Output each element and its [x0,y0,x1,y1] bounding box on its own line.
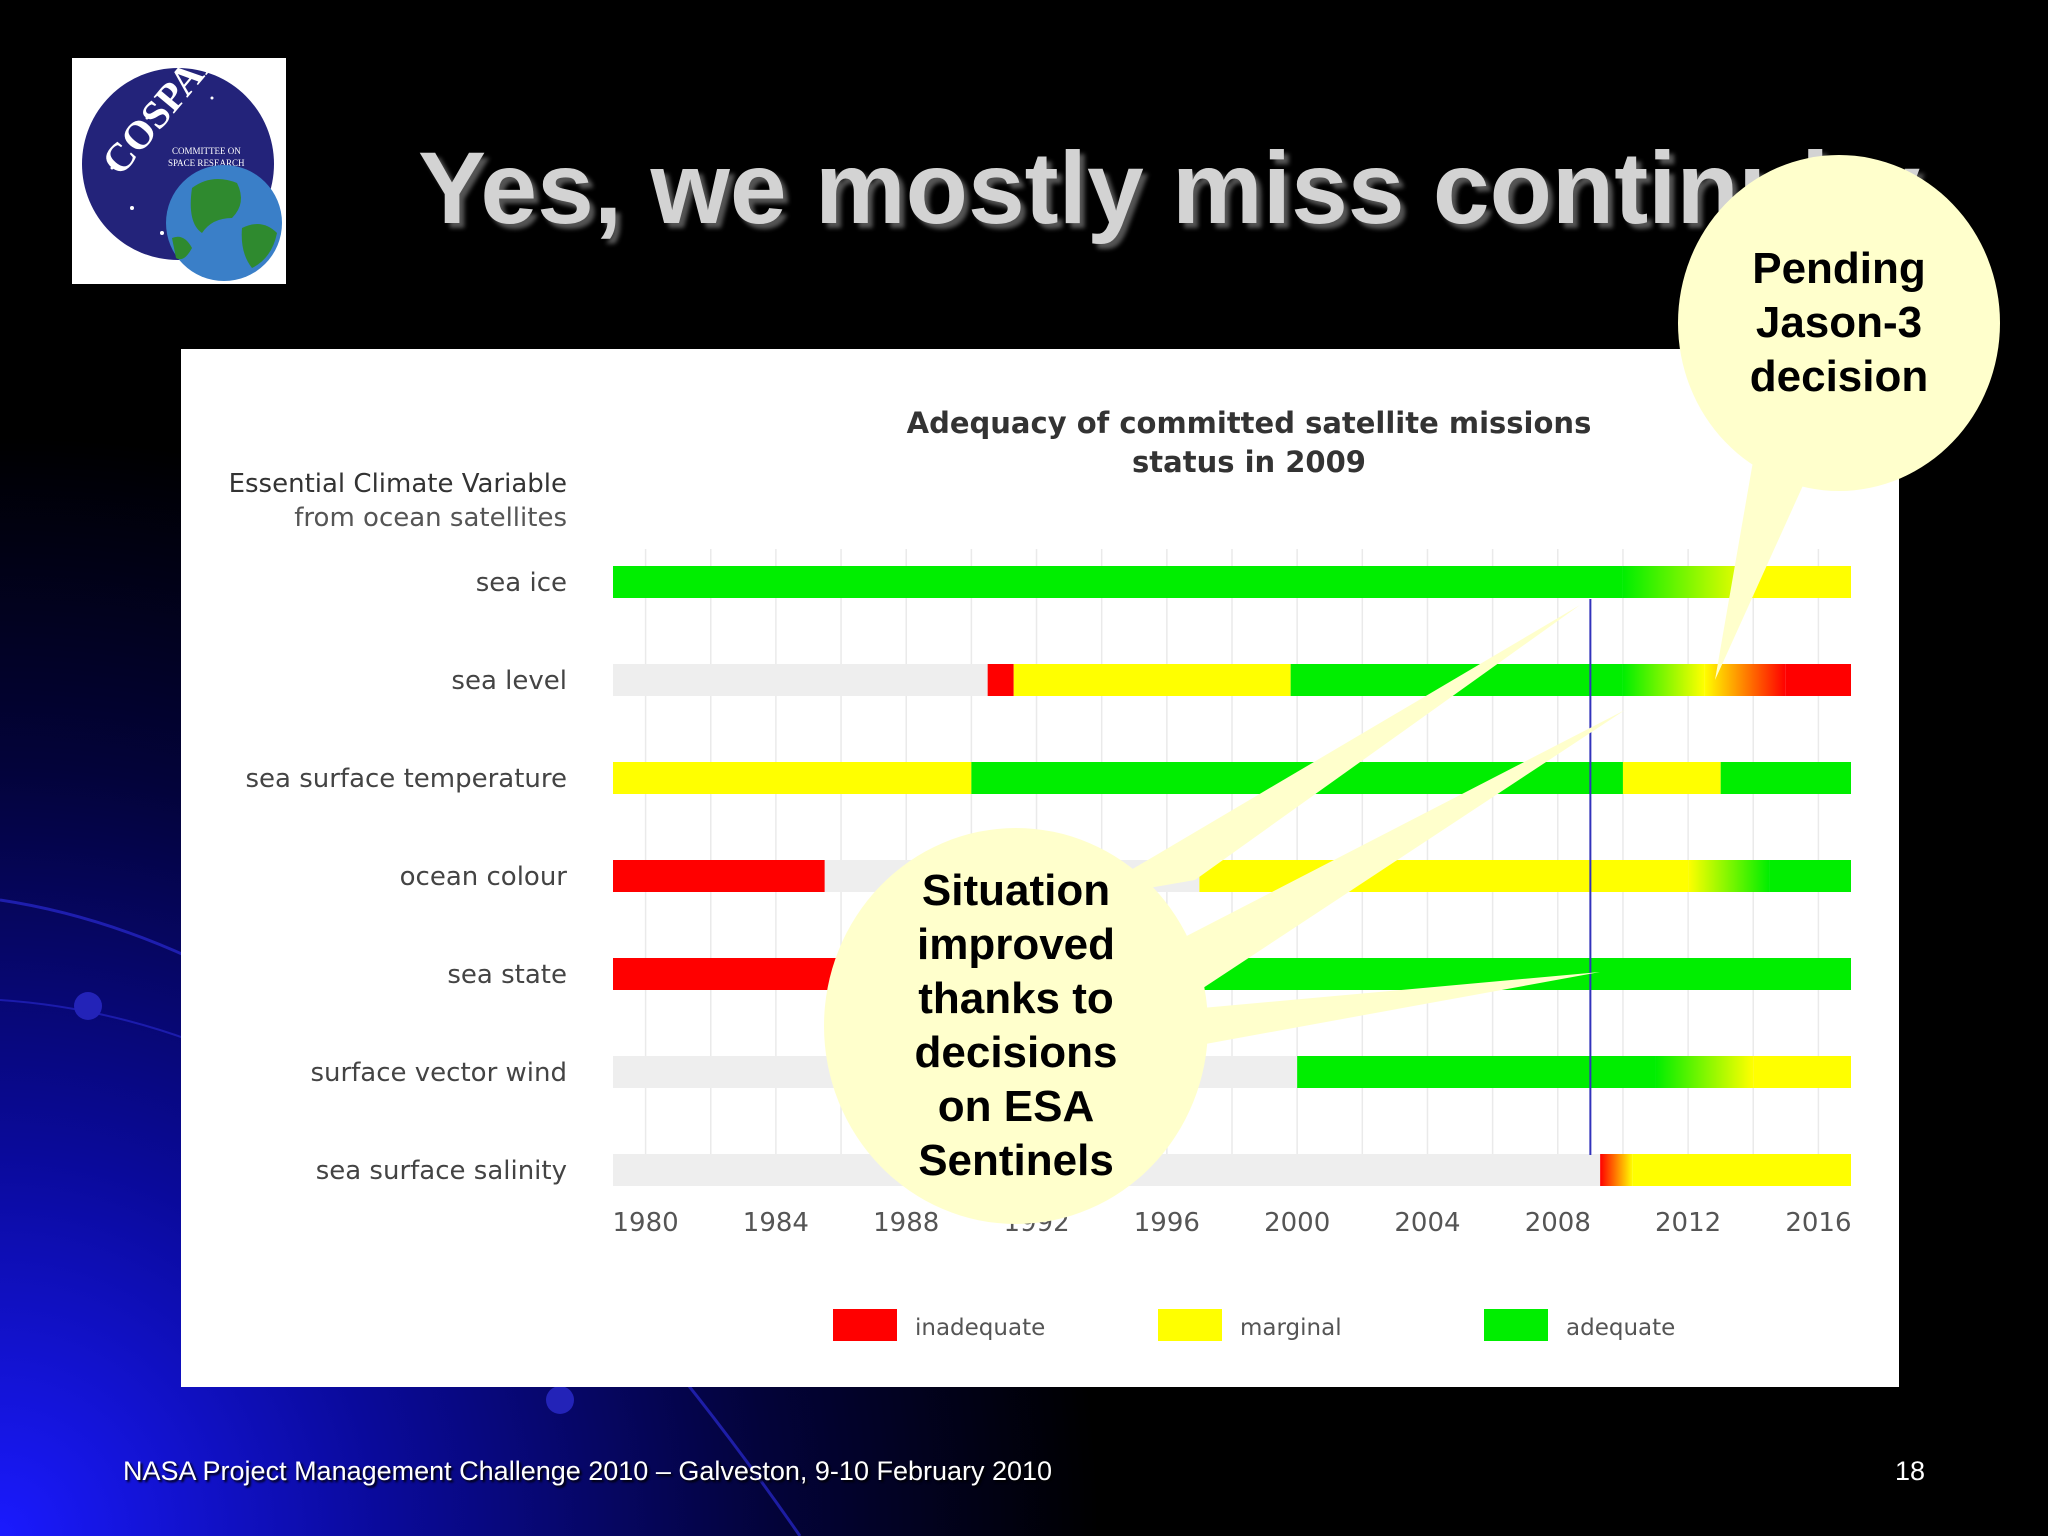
footer-text: NASA Project Management Challenge 2010 –… [123,1456,1053,1486]
timeline-bar-segment [1769,860,1851,892]
x-tick-label: 1984 [743,1208,809,1238]
x-tick-label: 2008 [1525,1208,1591,1238]
timeline-bar-segment [1785,664,1851,696]
timeline-bar-segment [1297,1056,1656,1088]
chart-legend: inadequate marginal adequate [833,1309,1675,1341]
timeline-bar-segment [1688,860,1770,892]
y-axis-title-line1: Essential Climate Variable [229,469,567,499]
timeline-bar-segment [1720,762,1851,794]
timeline-bar-segment [1753,1056,1851,1088]
x-tick-label: 2016 [1785,1208,1851,1238]
timeline-bar-segment [1199,860,1689,892]
jason-callout: Pending Jason-3 decision [1678,155,2000,491]
legend-swatch [833,1309,897,1341]
row-label: surface vector wind [310,1058,567,1088]
timeline-bar-segment [1622,664,1705,696]
slide-title: Yes, we mostly miss continuity [418,131,1921,245]
row-label: sea state [447,960,567,990]
timeline-bar-segment [1290,664,1623,696]
legend-swatch [1484,1309,1548,1341]
legend-label: marginal [1240,1315,1342,1341]
row-label: sea level [451,666,567,696]
globe-icon [166,165,282,281]
x-tick-label: 2004 [1394,1208,1460,1238]
logo-subtext-2: SPACE RESEARCH [168,158,245,168]
row-label: sea surface temperature [245,764,567,794]
esa-callout-text: Situation improved thanks to decisions o… [914,866,1118,1185]
chart-title-line2: status in 2009 [1132,445,1366,479]
timeline-bar-segment [613,860,825,892]
timeline-bar-segment [1600,1154,1633,1186]
row-label: sea ice [476,568,567,598]
x-tick-label: 2012 [1655,1208,1721,1238]
x-tick-label: 1980 [612,1208,678,1238]
jason-callout-text: Pending Jason-3 decision [1749,244,1929,401]
legend-label: adequate [1566,1315,1675,1341]
y-axis-title-line2: from ocean satellites [294,503,567,533]
timeline-bar-segment [971,762,1623,794]
page-number: 18 [1894,1456,1925,1486]
x-tick-label: 1988 [873,1208,939,1238]
timeline-bar-segment [1753,566,1851,598]
timeline-bar-segment [613,664,988,696]
cospar-logo: COSPAR COMMITTEE ON SPACE RESEARCH [72,30,286,284]
timeline-bar-segment [987,664,1014,696]
timeline-bar-segment [613,958,842,990]
timeline-bar-segment [1622,762,1721,794]
timeline-bar-segment [613,566,1623,598]
x-tick-label: 1996 [1134,1208,1200,1238]
logo-subtext-1: COMMITTEE ON [172,146,241,156]
esa-callout: Situation improved thanks to decisions o… [824,828,1208,1224]
row-label: sea surface salinity [316,1156,567,1186]
timeline-bar-segment [1013,664,1291,696]
row-labels: sea ice sea level sea surface temperature o… [245,568,567,1186]
timeline-bar-segment [1632,1154,1851,1186]
legend-label: inadequate [915,1315,1045,1341]
timeline-bar-segment [1704,664,1786,696]
chart-title-line1: Adequacy of committed satellite missions [907,406,1592,440]
timeline-bar-segment [613,762,972,794]
timeline-bar-segment [1622,566,1754,598]
row-label: ocean colour [400,862,568,892]
x-tick-label: 2000 [1264,1208,1330,1238]
timeline-bar-segment [1655,1056,1754,1088]
legend-swatch [1158,1309,1222,1341]
x-axis-ticks: 1980 1984 1988 1992 1996 2000 2004 2008 2012 2016 [612,1208,1851,1238]
